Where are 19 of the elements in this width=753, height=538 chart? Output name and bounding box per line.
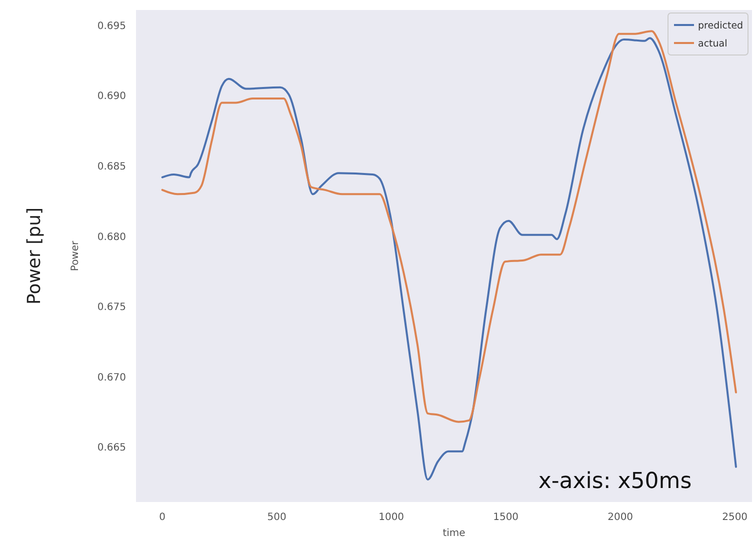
y-tick-label: 0.685 bbox=[97, 162, 126, 173]
text: Power [pu] bbox=[24, 207, 45, 305]
y-tick-label: 0.690 bbox=[97, 91, 126, 102]
y-tick-label: 0.670 bbox=[97, 372, 126, 384]
x-axis-title: time bbox=[442, 528, 466, 538]
x-tick-label: 500 bbox=[267, 512, 286, 523]
y-tick-label: 0.675 bbox=[97, 302, 126, 314]
y-axis-title: Power bbox=[70, 240, 81, 272]
legend-label: predicted bbox=[698, 20, 744, 32]
x-tick-label: 2500 bbox=[722, 512, 748, 523]
y-tick-label: 0.680 bbox=[97, 232, 126, 243]
x-tick-label: 2000 bbox=[608, 512, 634, 523]
y-tick-label: 0.665 bbox=[97, 442, 126, 454]
y-tick-label: 0.695 bbox=[97, 20, 126, 32]
legend-label: actual bbox=[698, 38, 728, 50]
x-tick-label: 0 bbox=[159, 512, 166, 523]
annotation: x-axis: x50ms bbox=[538, 469, 692, 494]
x-tick-label: 1500 bbox=[493, 512, 519, 523]
x-tick-label: 1000 bbox=[378, 512, 404, 523]
